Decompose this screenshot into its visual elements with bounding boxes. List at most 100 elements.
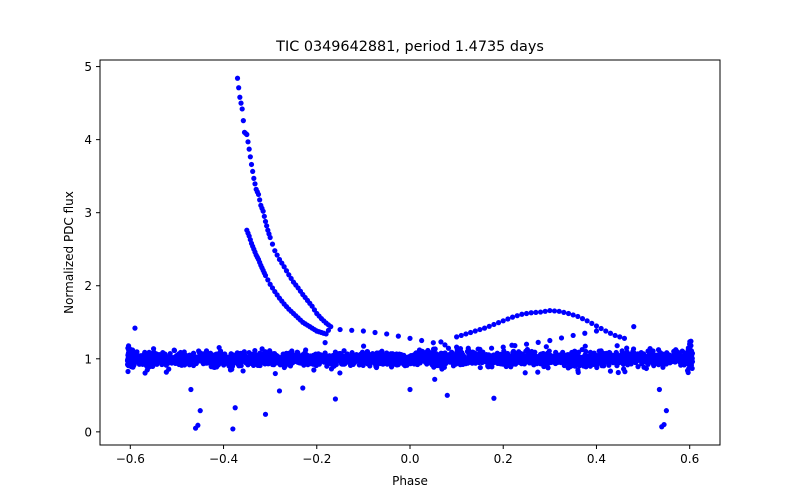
band-point <box>445 345 452 351</box>
data-point <box>491 321 497 328</box>
data-point <box>514 313 520 319</box>
data-point <box>500 344 506 350</box>
data-point <box>570 332 576 339</box>
band-point <box>438 350 444 356</box>
band-point <box>401 352 407 358</box>
band-point <box>396 360 402 366</box>
band-point <box>495 354 501 361</box>
band-point <box>430 346 437 352</box>
band-point <box>337 370 343 376</box>
data-point <box>262 272 269 279</box>
band-point <box>509 356 515 362</box>
band-point <box>416 347 423 353</box>
data-point <box>607 330 614 336</box>
band-point <box>606 355 613 361</box>
band-point <box>360 343 367 349</box>
band-point <box>623 351 629 357</box>
band-point <box>635 364 641 370</box>
data-point <box>360 328 366 334</box>
y-tick-label: 3 <box>84 206 92 220</box>
band-point <box>561 358 568 364</box>
band-point <box>271 358 277 364</box>
data-point <box>477 326 483 333</box>
data-point <box>617 334 623 340</box>
band-point <box>309 354 315 360</box>
band-point <box>529 352 535 358</box>
band-point <box>501 348 507 354</box>
data-point <box>454 334 460 340</box>
data-point <box>565 310 572 317</box>
band-point <box>400 359 406 365</box>
band-point <box>356 362 362 368</box>
band-edge-point <box>128 363 134 369</box>
data-point <box>251 175 257 181</box>
band-point <box>171 347 177 353</box>
data-point <box>337 326 343 333</box>
band-point <box>410 352 416 358</box>
data-point <box>262 411 269 417</box>
band-point <box>517 355 523 361</box>
band-edge-point <box>125 343 132 349</box>
data-point <box>265 277 271 283</box>
data-point <box>236 85 242 91</box>
data-point <box>500 318 506 324</box>
band-point <box>163 352 169 359</box>
data-point <box>523 310 530 317</box>
data-point <box>533 309 539 316</box>
band-point <box>159 356 165 362</box>
data-point <box>188 386 194 393</box>
band-point <box>669 357 675 363</box>
band-edge-point <box>687 339 693 345</box>
band-point <box>190 362 197 369</box>
x-tick-label: 0.6 <box>680 452 699 466</box>
band-point <box>598 348 604 354</box>
band-point <box>432 351 439 357</box>
data-point <box>621 335 628 341</box>
band-point <box>390 354 396 360</box>
band-point <box>662 354 668 360</box>
band-point <box>246 356 252 362</box>
band-point <box>300 358 306 364</box>
band-point <box>306 361 312 367</box>
plot-frame <box>99 59 721 446</box>
band-point <box>210 364 217 370</box>
data-point <box>547 307 553 314</box>
data-point <box>250 168 256 175</box>
band-point <box>355 353 362 360</box>
y-tick-label: 5 <box>84 60 92 74</box>
y-tick-label: 4 <box>84 133 92 147</box>
band-point <box>340 358 346 365</box>
band-point <box>524 349 530 355</box>
data-point <box>384 331 390 337</box>
y-tick-label: 2 <box>84 279 92 293</box>
band-point <box>439 366 445 372</box>
data-point <box>245 139 251 145</box>
data-point <box>430 340 436 346</box>
band-point <box>503 358 509 364</box>
band-point <box>332 358 338 365</box>
band-point <box>390 358 396 364</box>
data-point <box>195 422 201 428</box>
data-point <box>579 316 586 322</box>
band-point <box>614 363 620 369</box>
x-tick-label: 0.4 <box>587 452 606 466</box>
band-point <box>494 359 500 366</box>
band-point <box>674 352 680 359</box>
band-point <box>483 356 489 362</box>
data-point <box>274 252 280 258</box>
data-point <box>556 308 562 314</box>
band-point <box>216 358 222 364</box>
band-point <box>385 355 391 361</box>
band-point <box>388 364 395 370</box>
data-point <box>575 313 581 320</box>
band-point <box>178 353 185 359</box>
data-point <box>477 346 483 352</box>
band-point <box>650 357 656 363</box>
band-point <box>485 364 491 370</box>
band-point <box>578 355 584 361</box>
band-point <box>627 358 633 365</box>
data-point <box>593 328 600 334</box>
chart-title: TIC 0349642881, period 1.4735 days <box>275 39 544 55</box>
band-point <box>215 362 221 368</box>
data-point <box>260 208 266 214</box>
